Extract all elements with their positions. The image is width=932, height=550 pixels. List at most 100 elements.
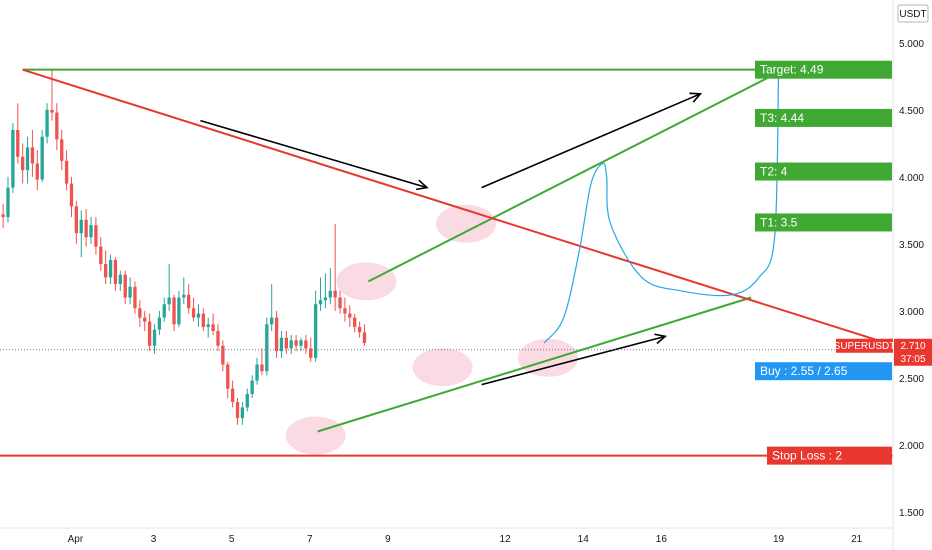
candle: [94, 217, 98, 255]
candle-body: [167, 297, 171, 305]
svg-text:T2: 4: T2: 4: [760, 165, 788, 179]
candle: [235, 398, 240, 425]
candle-body: [294, 340, 298, 346]
candle: [328, 268, 332, 305]
current-price-value: 2.710: [900, 341, 925, 352]
candle-body: [74, 206, 79, 234]
candle-body: [318, 300, 323, 305]
svg-text:T3: 4.44: T3: 4.44: [760, 111, 804, 125]
candle: [196, 304, 201, 327]
t3-label: T3: 4.44: [755, 108, 892, 127]
candle-body: [162, 304, 166, 318]
candle: [348, 305, 352, 327]
candle-body: [221, 345, 225, 365]
candle-body: [84, 219, 88, 238]
t2-label: T2: 4: [755, 162, 892, 181]
candle: [172, 294, 176, 332]
projection-path[interactable]: [543, 72, 780, 344]
candle: [318, 277, 323, 311]
candle-body: [353, 317, 357, 327]
price-axis[interactable]: [893, 0, 932, 550]
candle-body: [274, 317, 279, 352]
candle: [245, 388, 249, 412]
candle: [289, 335, 293, 354]
highlight-layer: [285, 204, 579, 455]
candle-body: [216, 331, 220, 346]
price-tick-label: 5.000: [899, 39, 924, 50]
candle: [162, 297, 166, 322]
candle-body: [40, 136, 44, 180]
svg-text:Target: 4.49: Target: 4.49: [760, 63, 824, 77]
candle-body: [123, 274, 127, 298]
up-arrow-upper[interactable]: [481, 92, 703, 189]
price-tick-label: 3.500: [899, 240, 924, 251]
candle-body: [50, 109, 54, 113]
candle-body: [20, 156, 25, 171]
drawing-lines-layer: [0, 68, 904, 457]
candle: [294, 335, 298, 352]
time-tick-label: 21: [851, 534, 863, 545]
candle-body: [99, 246, 103, 264]
candle-body: [309, 348, 313, 358]
currency-badge[interactable]: USDT: [897, 4, 929, 23]
time-tick-label: 14: [578, 534, 590, 545]
candle-body: [226, 364, 230, 389]
currency-label: USDT: [899, 9, 926, 20]
time-tick-label: 19: [773, 534, 785, 545]
candle: [201, 308, 205, 332]
price-tick-label: 4.500: [899, 106, 924, 117]
candle-body: [25, 147, 30, 171]
candle: [211, 313, 215, 336]
candle: [133, 281, 137, 314]
candle: [167, 264, 171, 311]
candle: [138, 300, 142, 327]
candle-body: [35, 163, 39, 180]
svg-text:Buy : 2.55 / 2.65: Buy : 2.55 / 2.65: [760, 364, 848, 378]
pivot-circle-mid: [412, 348, 473, 387]
descending-resistance-line[interactable]: [22, 68, 904, 350]
candle: [60, 129, 64, 171]
pivot-circle-breakout: [336, 262, 397, 301]
time-tick-label: 5: [229, 534, 235, 545]
down-arrow[interactable]: [200, 119, 429, 191]
candle-body: [348, 313, 352, 318]
candle-body: [245, 393, 249, 408]
candle-body: [357, 326, 362, 333]
lower-support-line[interactable]: [317, 296, 752, 433]
candle: [250, 375, 254, 399]
upper-channel-line[interactable]: [367, 71, 779, 283]
candle-body: [147, 321, 152, 346]
candle: [64, 150, 69, 191]
projection-layer: [543, 72, 780, 344]
candle: [299, 337, 303, 352]
candle-body: [69, 183, 74, 207]
candle-body: [338, 297, 342, 309]
svg-text:SUPERUSDT: SUPERUSDT: [834, 341, 896, 352]
candle-body: [30, 147, 35, 164]
candle: [221, 340, 225, 372]
up-arrow-lower[interactable]: [481, 333, 668, 386]
price-tick-label: 1.500: [899, 508, 924, 519]
candle-body: [60, 139, 64, 161]
candle: [25, 136, 30, 184]
candle-body: [118, 274, 122, 285]
candle: [11, 123, 15, 193]
time-tick-label: 7: [307, 534, 313, 545]
svg-text:T1: 3.5: T1: 3.5: [760, 215, 798, 229]
time-tick-label: 9: [385, 534, 391, 545]
candle-body: [157, 317, 162, 330]
candle-body: [304, 340, 308, 349]
candle: [152, 324, 157, 354]
candle-body: [108, 259, 113, 278]
candle: [182, 277, 186, 305]
price-tick-label: 4.000: [899, 173, 924, 184]
t1-label: T1: 3.5: [755, 213, 892, 232]
candle-body: [11, 129, 15, 188]
candle: [255, 357, 259, 385]
time-tick-label: 3: [151, 534, 157, 545]
candle-body: [177, 297, 181, 325]
time-tick-label: Apr: [68, 534, 84, 545]
candle: [274, 310, 279, 358]
candle-body: [113, 259, 118, 285]
